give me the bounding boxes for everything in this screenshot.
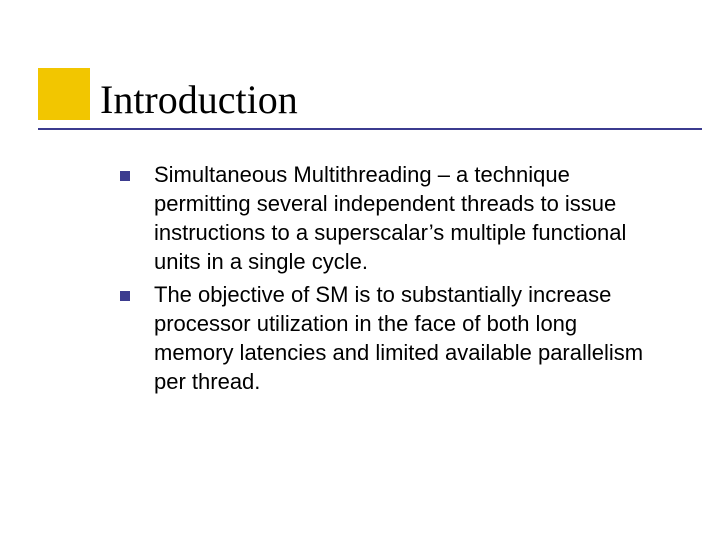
square-bullet-icon	[120, 171, 130, 181]
square-bullet-icon	[120, 291, 130, 301]
bullet-text: The objective of SM is to substantially …	[154, 280, 660, 396]
bullet-item: The objective of SM is to substantially …	[120, 280, 660, 396]
title-underline	[38, 128, 702, 130]
title-accent-block	[38, 68, 90, 120]
bullet-item: Simultaneous Multithreading – a techniqu…	[120, 160, 660, 276]
slide-title: Introduction	[100, 76, 298, 123]
slide-body: Simultaneous Multithreading – a techniqu…	[120, 160, 660, 400]
bullet-text: Simultaneous Multithreading – a techniqu…	[154, 160, 660, 276]
